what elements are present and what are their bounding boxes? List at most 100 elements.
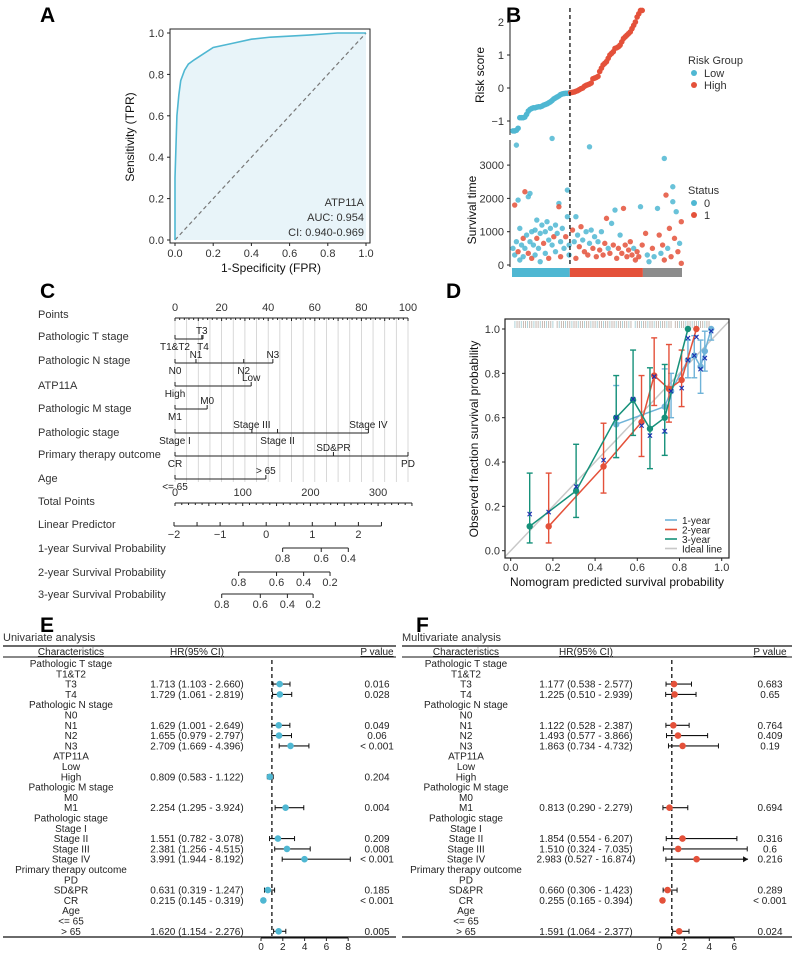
p-value: 0.289 (757, 886, 782, 897)
hr-ci-value: 1.863 (0.734 - 4.732) (539, 741, 632, 752)
table-row-label: T4 (460, 690, 472, 701)
x-marker: × (698, 364, 704, 375)
table-row-label: T3 (460, 680, 472, 691)
hazard-ratio-point (693, 855, 700, 863)
risk-tick-label: −1 (491, 116, 504, 128)
probability-tick-label: 0.8 (231, 577, 246, 589)
row-label: Pathologic M stage (38, 403, 132, 415)
y-tick-label: 0.0 (485, 546, 500, 558)
x-axis-title: Nomogram predicted survival probability (510, 575, 724, 589)
survival-point-status-1 (573, 255, 579, 262)
survival-point-status-1 (659, 242, 666, 248)
p-value: 0.185 (364, 886, 389, 897)
x-marker: × (679, 383, 685, 394)
survival-point-status-0 (537, 230, 543, 237)
survival-point-status-0 (566, 242, 572, 248)
survival-point-status-0 (549, 242, 555, 248)
points-tick-label: 100 (399, 302, 417, 314)
y-axis-title: Sensitivity (TPR) (123, 92, 137, 181)
level-label: M0 (200, 396, 214, 407)
points-tick-label: 60 (309, 302, 321, 314)
p-value: < 0.001 (753, 896, 787, 907)
survival-tick-label: 2000 (480, 193, 504, 205)
probability-tick-label: 0.4 (280, 599, 295, 611)
x-axis-title: 1-Specificity (FPR) (221, 261, 321, 275)
survival-point-status-0 (552, 222, 559, 228)
survival-point-status-0 (580, 237, 586, 243)
table-title: Univariate analysis (3, 632, 96, 644)
survival-point-status-0 (573, 214, 579, 220)
survival-point-status-0 (510, 245, 516, 252)
ci-overflow-arrow (743, 856, 749, 863)
survival-tick-label: 1000 (480, 227, 504, 239)
survival-point-status-1 (607, 250, 613, 257)
group-bar-low (512, 268, 570, 277)
survival-point-status-1 (581, 248, 588, 255)
table-group-label: Stage I (55, 824, 87, 835)
survival-point-status-0 (661, 155, 667, 162)
x-tick-label: 0.4 (244, 248, 259, 260)
legend-dot (691, 82, 697, 88)
p-value: 0.316 (757, 834, 782, 845)
survival-point-status-1 (614, 255, 620, 262)
survival-point-status-0 (513, 238, 520, 245)
survival-point-status-1 (678, 260, 684, 267)
p-value: 0.004 (364, 803, 389, 814)
linear-predictor-tick-label: 0 (263, 529, 269, 541)
x-tick-label: 0.6 (282, 248, 297, 260)
table-row-label: SD&PR (449, 886, 483, 897)
survival-point-status-1 (534, 235, 540, 242)
survival-point-status-1 (610, 242, 616, 248)
x-marker: × (693, 332, 699, 343)
survival-point-status-1 (546, 255, 552, 262)
x-marker: × (647, 431, 653, 442)
hr-ci-value: 1.493 (0.577 - 3.866) (539, 731, 632, 742)
probability-tick-label: 0.2 (305, 599, 320, 611)
series-point (697, 363, 704, 370)
level-label: T4 (197, 342, 209, 353)
table-group-label: Pathologic M stage (423, 783, 508, 794)
y-tick-label: 0.2 (485, 501, 500, 513)
survival-point-status-1 (649, 245, 656, 252)
x-tick-label: 0.6 (630, 562, 645, 574)
survival-point-status-1 (603, 215, 610, 222)
group-bar-na (642, 268, 682, 277)
survival-point-status-1 (540, 240, 547, 247)
survival-point-status-0 (522, 245, 528, 252)
series-point (701, 347, 709, 355)
table-group-label: Pathologic M stage (28, 783, 113, 794)
survival-point-status-1 (525, 250, 531, 257)
y-tick-label: 0.2 (149, 194, 164, 206)
points-tick-label: 0 (172, 302, 178, 314)
table-row-label: Stage IV (52, 855, 91, 866)
total-points-tick-label: 0 (172, 487, 178, 499)
survival-point-status-0 (651, 253, 657, 260)
legend-dot (691, 212, 697, 218)
survival-point-status-1 (678, 219, 684, 225)
survival-point-status-0 (517, 225, 523, 232)
risk-point-low (515, 125, 521, 132)
survival-point-status-0 (595, 238, 601, 245)
survival-point-status-1 (620, 205, 627, 212)
series-line-2-year (548, 328, 698, 527)
survival-point-status-1 (627, 238, 633, 245)
survival-point-status-0 (559, 225, 565, 232)
table-group-label: Pathologic N stage (424, 700, 508, 711)
table-group-label: ATP11A (448, 752, 484, 763)
series-point (661, 414, 668, 421)
survival-point-status-0 (617, 232, 623, 238)
x-tick-label: 0.4 (587, 562, 602, 574)
survival-point-status-0 (520, 253, 526, 260)
table-group-label: T1&T2 (56, 669, 86, 680)
x-marker: × (708, 327, 714, 338)
survival-point-status-0 (535, 245, 542, 252)
table-group-label: N0 (65, 711, 78, 722)
table-row-label: M1 (64, 803, 78, 814)
survival-tick-label: 0 (498, 260, 504, 272)
survival-point-status-0 (512, 252, 518, 258)
x-marker: × (651, 372, 657, 383)
survival-point-status-0 (532, 227, 538, 233)
table-row-label: > 65 (456, 927, 476, 938)
p-value: < 0.001 (360, 896, 394, 907)
y-tick-label: 1.0 (149, 28, 164, 40)
